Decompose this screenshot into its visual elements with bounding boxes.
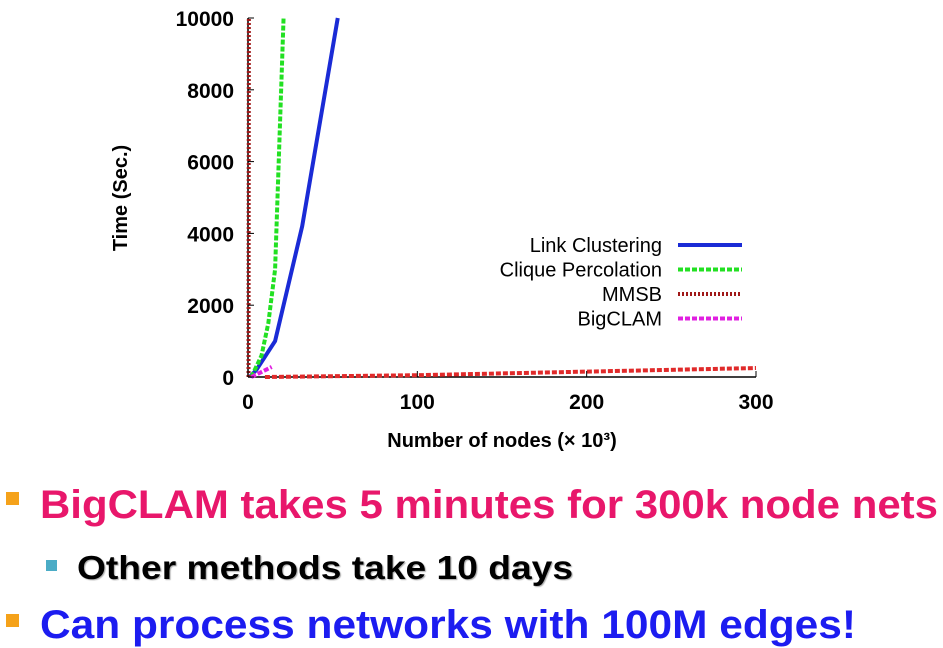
plot-area [246, 17, 757, 379]
bullet [6, 614, 19, 627]
series-line [248, 17, 340, 379]
x-tick-label: 0 [242, 391, 254, 414]
y-tick-label: 10000 [176, 8, 234, 31]
series-line [250, 365, 273, 379]
series-line [249, 17, 286, 378]
sub-bullet [46, 560, 57, 571]
legend-label: BigCLAM [578, 309, 662, 331]
y-tick-label: 8000 [187, 80, 234, 103]
y-tick-label: 4000 [187, 223, 234, 246]
x-tick-label: 300 [738, 391, 773, 414]
y-tick-label: 0 [222, 367, 234, 390]
series-line [264, 366, 757, 379]
x-tick-label: 100 [400, 391, 435, 414]
x-tick-label: 200 [569, 391, 604, 414]
legend-label: MMSB [602, 284, 662, 306]
bullet-text: BigCLAM takes 5 minutes for 300k node ne… [40, 483, 938, 527]
legend-label: Link Clustering [530, 235, 662, 257]
x-axis-label: Number of nodes (× 10³) [387, 430, 616, 452]
sub-bullet-text: Other methods take 10 days [77, 549, 573, 586]
y-axis-label: Time (Sec.) [110, 145, 132, 251]
bullet-text: Can process networks with 100M edges! [40, 603, 856, 647]
legend-label: Clique Percolation [500, 260, 662, 282]
y-tick-label: 6000 [187, 152, 234, 175]
y-tick-label: 2000 [187, 295, 234, 318]
bullet [6, 492, 19, 505]
